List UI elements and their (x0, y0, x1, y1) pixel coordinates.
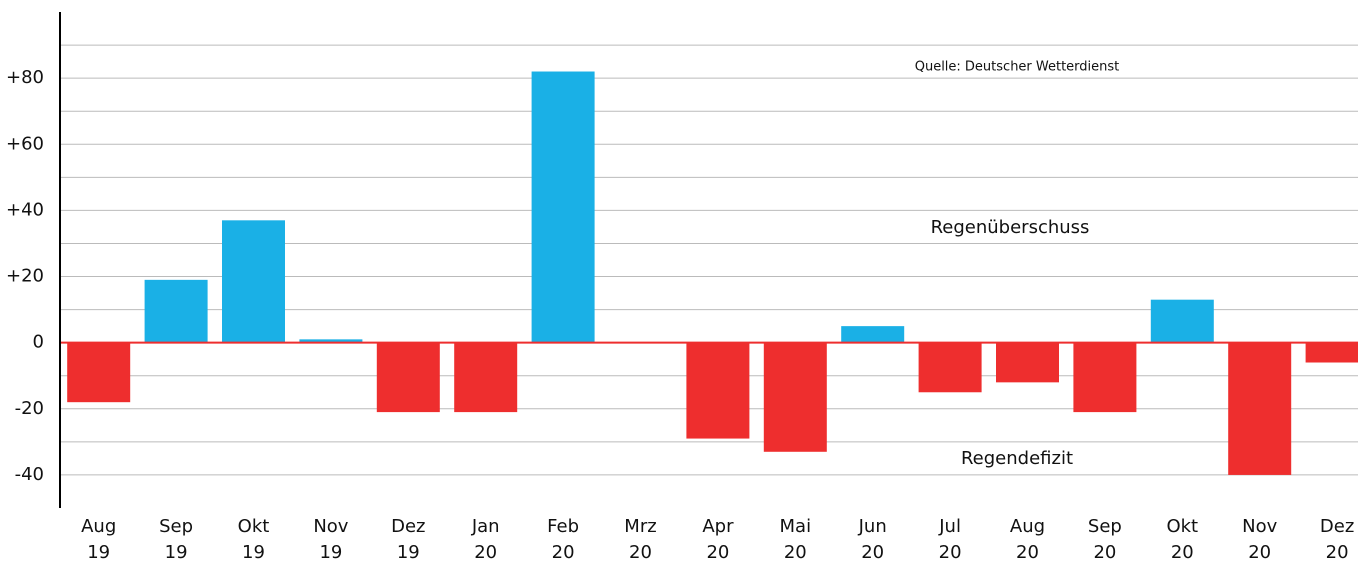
x-tick-label: Sep (159, 516, 193, 537)
x-tick-label: Sep (1088, 516, 1122, 537)
x-tick-label: 20 (861, 542, 884, 563)
y-tick-label: +40 (6, 199, 44, 220)
bar (1228, 342, 1292, 475)
bar (1150, 299, 1214, 343)
x-tick-label: 20 (629, 542, 652, 563)
bar (1073, 342, 1137, 413)
bar (918, 342, 982, 393)
x-tick-label: Jan (471, 516, 500, 537)
bar (763, 342, 827, 452)
y-tick-label: +20 (6, 266, 44, 287)
x-tick-label: 19 (165, 542, 188, 563)
source-note: Quelle: Deutscher Wetterdienst (915, 60, 1120, 75)
x-tick-label: 20 (939, 542, 962, 563)
y-tick-label: +60 (6, 133, 44, 154)
x-tick-label: Mrz (624, 516, 656, 537)
bar (454, 342, 518, 413)
x-tick-label: 20 (1171, 542, 1194, 563)
bar (686, 342, 750, 439)
deficit-label: Regendefizit (961, 448, 1073, 469)
bar (996, 342, 1059, 383)
x-tick-label: 19 (397, 542, 420, 563)
x-tick-label: 19 (242, 542, 265, 563)
bar (67, 342, 131, 403)
x-tick-label: Jul (938, 516, 961, 537)
x-tick-label: Okt (1166, 516, 1198, 537)
bar (841, 326, 905, 343)
x-tick-label: 19 (87, 542, 110, 563)
surplus-label: Regenüberschuss (931, 217, 1090, 238)
x-tick-label: Dez (1320, 516, 1354, 537)
y-tick-label: +80 (6, 67, 44, 88)
x-tick-label: Dez (391, 516, 425, 537)
x-tick-label: 19 (319, 542, 342, 563)
x-tick-label: 20 (1093, 542, 1116, 563)
x-tick-label: Feb (547, 516, 579, 537)
y-tick-label: -20 (15, 398, 44, 419)
x-tick-label: Aug (1010, 516, 1045, 537)
x-tick-label: 20 (706, 542, 729, 563)
x-tick-label: Okt (238, 516, 270, 537)
x-tick-label: 20 (784, 542, 807, 563)
bar (299, 339, 363, 343)
y-tick-label: 0 (33, 332, 44, 353)
bar (222, 220, 285, 343)
x-tick-label: Apr (702, 516, 734, 537)
x-tick-label: 20 (1016, 542, 1039, 563)
x-tick-label: 20 (1248, 542, 1271, 563)
bar (531, 71, 595, 343)
x-tick-label: 20 (474, 542, 497, 563)
x-tick-label: Nov (1242, 516, 1277, 537)
x-tick-label: Nov (313, 516, 348, 537)
bar (376, 342, 440, 413)
x-tick-label: 20 (552, 542, 575, 563)
x-tick-label: Aug (81, 516, 116, 537)
x-tick-label: 20 (1326, 542, 1349, 563)
bar (144, 279, 208, 343)
y-tick-label: -40 (15, 464, 44, 485)
x-tick-label: Jun (858, 516, 887, 537)
bar (1305, 342, 1358, 363)
x-tick-label: Mai (780, 516, 812, 537)
